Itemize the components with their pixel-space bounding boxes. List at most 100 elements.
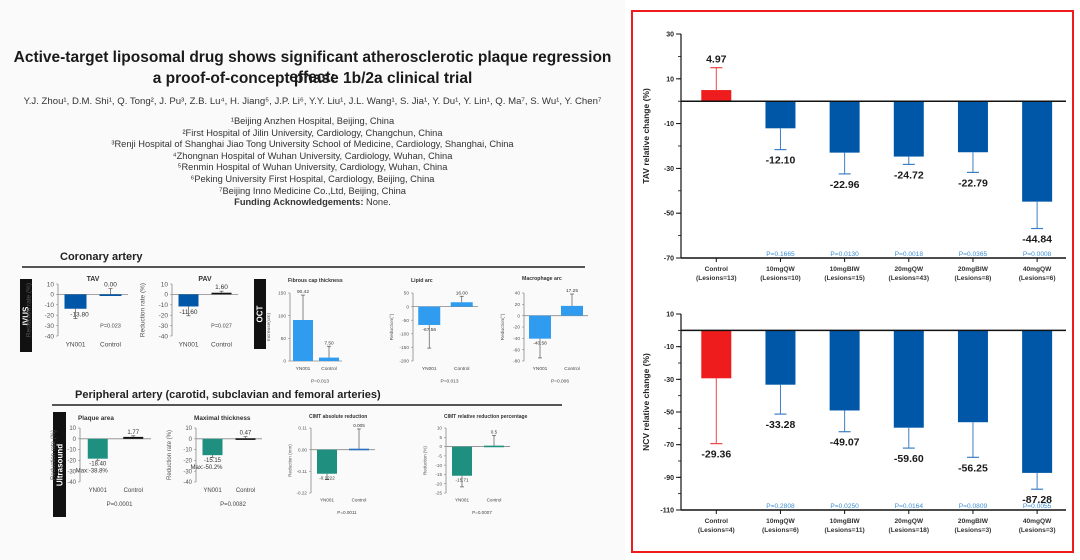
y-axis-label: Reduction (mm) (288, 444, 293, 477)
y-tick-label: 0 (50, 292, 54, 299)
y-tick-label: -40 (183, 480, 192, 486)
y-tick-label: -30 (664, 166, 674, 173)
big-charts-canvas: 30 10 -10 -30 -50 -70 TAV relative change (%) 4… (641, 32, 1066, 534)
affiliation: ⁵Renmin Hospital of Wuhan University, Ca… (177, 162, 448, 173)
data-label: 16.00 (456, 290, 468, 296)
chart-tav_relative: 30 10 -10 -30 -50 -70 TAV relative change (%) 4… (641, 32, 1066, 282)
chart-macrophage_arc: Macrophage arc 40 20 0 -20 -40 -60 -80 Reduction… (500, 276, 588, 385)
chart-title: Plaque area (78, 415, 114, 422)
data-label: -18.40 (89, 462, 107, 468)
y-tick-label: -40 (45, 333, 55, 340)
y-tick-label: -0.22 (297, 491, 308, 496)
x-tick-label: 20mgBIW (958, 518, 989, 525)
y-tick-label: -10 (664, 344, 674, 351)
bar (450, 302, 473, 307)
x-tick-label-sub: (Lesions=6) (1019, 275, 1056, 282)
y-tick-label: 0.11 (298, 426, 307, 431)
x-tick-label: 10mgBIW (830, 518, 861, 525)
y-tick-label: -50 (402, 318, 409, 324)
x-tick-label: YN001 (320, 498, 334, 503)
funding-label: Funding Acknowledgements: (234, 197, 364, 208)
p-value: P=0.0809 (959, 503, 988, 510)
y-tick-label: 0 (517, 313, 520, 319)
data-label: 4.97 (706, 54, 727, 66)
y-tick-label: -110 (660, 508, 674, 515)
coronary-divider (22, 266, 585, 268)
y-tick-label: -100 (399, 331, 409, 337)
y-tick-label: -150 (399, 345, 409, 351)
x-tick-label: 10mgBIW (830, 266, 861, 273)
poster-title-line1: Active-target liposomal drug shows signi… (13, 49, 612, 86)
x-tick-label: Control (321, 366, 336, 372)
funding-value: None. (363, 197, 391, 208)
data-label: -59.60 (894, 453, 924, 465)
ivus-tag: IVUS (20, 279, 32, 352)
y-axis-label: Reduction(°) (500, 313, 506, 340)
bar (64, 294, 87, 309)
y-tick-label: 100 (278, 313, 286, 319)
y-tick-label: 40 (515, 291, 521, 297)
bar (202, 438, 223, 456)
y-tick-label: 10 (437, 426, 443, 431)
y-tick-label: 0 (283, 359, 286, 365)
x-tick-label: YN001 (455, 498, 469, 503)
x-tick-label: Control (705, 518, 729, 525)
x-tick-label: Control (236, 488, 255, 494)
x-tick-label: Control (487, 498, 502, 503)
x-tick-label-sub: (Lesions=18) (889, 527, 930, 534)
y-tick-label: -10 (67, 448, 76, 454)
data-label: 0.47 (240, 431, 252, 437)
x-tick-label: Control (211, 342, 233, 349)
data-label: -15.71 (455, 477, 468, 482)
x-tick-label: Control (454, 366, 469, 372)
affiliation: ⁷Beijing Inno Medicine Co.,Ltd, Beijing,… (219, 185, 406, 196)
y-tick-label: -200 (399, 359, 409, 365)
y-tick-label: 0.00 (298, 447, 307, 452)
y-tick-label: 10 (161, 281, 169, 288)
y-tick-label: 0 (189, 437, 193, 443)
bar (418, 306, 441, 325)
data-label: -11.60 (180, 309, 198, 316)
y-tick-label: -80 (513, 359, 520, 365)
x-tick-label: 20mgBIW (958, 266, 989, 273)
data-label: -56.25 (958, 462, 988, 474)
bar (319, 357, 339, 361)
bar (957, 330, 988, 423)
chart-title: PAV (198, 276, 212, 283)
p-value: P=0.013 (440, 379, 458, 385)
x-tick-label-sub: (Lesions=3) (1019, 527, 1056, 534)
y-tick-label: 0 (164, 292, 168, 299)
data-label: -44.84 (1022, 234, 1052, 246)
data-label: -40.58 (533, 340, 547, 346)
chart-title: Fibrous cap thickness (288, 278, 343, 284)
x-tick-label: YN001 (203, 488, 222, 494)
bar (701, 330, 732, 379)
y-tick-label: -50 (664, 211, 674, 218)
bar (211, 292, 232, 295)
x-tick-label-sub: (Lesions=6) (762, 527, 799, 534)
y-tick-label: -30 (67, 469, 76, 475)
y-tick-label: -40 (159, 333, 169, 340)
y-tick-label: -30 (159, 323, 169, 330)
y-axis-label: Reduction rate (%) (26, 283, 33, 337)
p-value: P=0.0011 (337, 510, 357, 515)
affiliations: ¹Beijing Anzhen Hospital, Beijing, China… (0, 116, 625, 209)
chart-title: CIMT absolute reduction (309, 414, 367, 420)
y-tick-label: -30 (183, 469, 192, 475)
y-tick-label: -0.11 (297, 469, 308, 474)
x-tick-label: Control (564, 366, 579, 372)
x-tick-label-sub: (Lesions=13) (696, 275, 737, 282)
y-axis-label: Increase(um) (266, 312, 272, 341)
y-tick-label: -10 (159, 302, 169, 309)
p-value: P=0.0130 (830, 251, 859, 258)
y-tick-label: -10 (435, 463, 442, 468)
x-tick-label: 10mgQW (766, 266, 795, 273)
data-label: -22.96 (830, 179, 860, 191)
bar (765, 330, 796, 385)
x-tick-label-sub: (Lesions=3) (955, 527, 992, 534)
chart-title: Lipid arc (411, 278, 433, 284)
y-tick-label: 10 (69, 426, 76, 432)
